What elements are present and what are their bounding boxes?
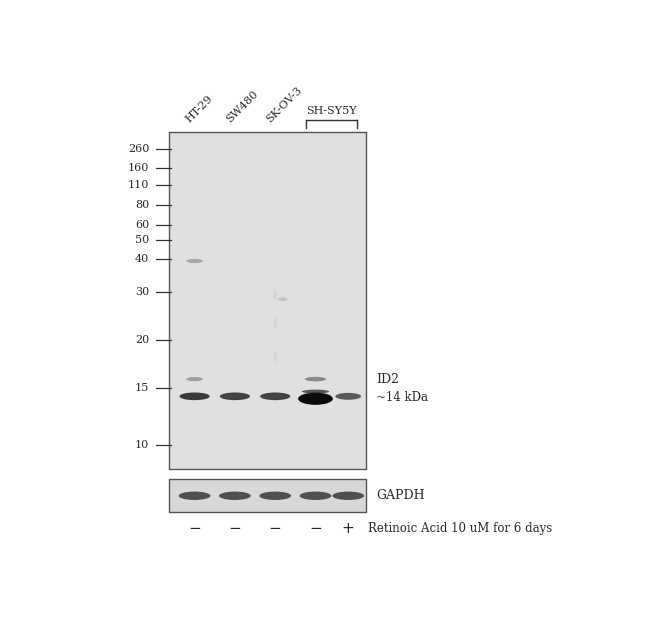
Ellipse shape: [298, 392, 333, 405]
Text: ~14 kDa: ~14 kDa: [376, 391, 428, 404]
Text: 15: 15: [135, 383, 150, 392]
Ellipse shape: [219, 492, 251, 500]
Text: GAPDH: GAPDH: [376, 489, 424, 502]
Text: −: −: [229, 521, 241, 537]
Ellipse shape: [332, 492, 364, 500]
Text: SH-SY5Y: SH-SY5Y: [307, 106, 358, 116]
Text: 110: 110: [128, 181, 150, 191]
Text: −: −: [269, 521, 281, 537]
Ellipse shape: [259, 492, 291, 500]
Ellipse shape: [302, 389, 329, 394]
Text: ID2: ID2: [376, 373, 399, 386]
Text: −: −: [188, 521, 201, 537]
Ellipse shape: [335, 393, 361, 400]
Text: 60: 60: [135, 220, 150, 230]
Ellipse shape: [220, 392, 250, 400]
Text: SW480: SW480: [224, 89, 260, 125]
Text: 40: 40: [135, 253, 150, 264]
Ellipse shape: [260, 392, 291, 400]
Text: 30: 30: [135, 287, 150, 297]
Text: −: −: [309, 521, 322, 537]
Ellipse shape: [187, 259, 203, 263]
Text: 10: 10: [135, 440, 150, 450]
Ellipse shape: [179, 392, 210, 400]
Ellipse shape: [187, 377, 203, 381]
Ellipse shape: [300, 492, 332, 500]
Text: 160: 160: [128, 163, 150, 173]
Bar: [170, 132, 366, 469]
Ellipse shape: [305, 377, 326, 381]
Text: SK-OV-3: SK-OV-3: [265, 85, 304, 125]
Text: 260: 260: [128, 143, 150, 153]
Bar: [170, 479, 366, 512]
Ellipse shape: [273, 318, 277, 329]
Ellipse shape: [273, 289, 277, 300]
Ellipse shape: [179, 492, 211, 500]
Text: 80: 80: [135, 199, 150, 209]
Text: Retinoic Acid 10 uM for 6 days: Retinoic Acid 10 uM for 6 days: [369, 522, 552, 535]
Ellipse shape: [278, 297, 287, 301]
Text: 50: 50: [135, 235, 150, 245]
Text: HT-29: HT-29: [184, 94, 215, 125]
Text: 20: 20: [135, 335, 150, 345]
Ellipse shape: [273, 351, 277, 362]
Text: +: +: [342, 521, 355, 537]
